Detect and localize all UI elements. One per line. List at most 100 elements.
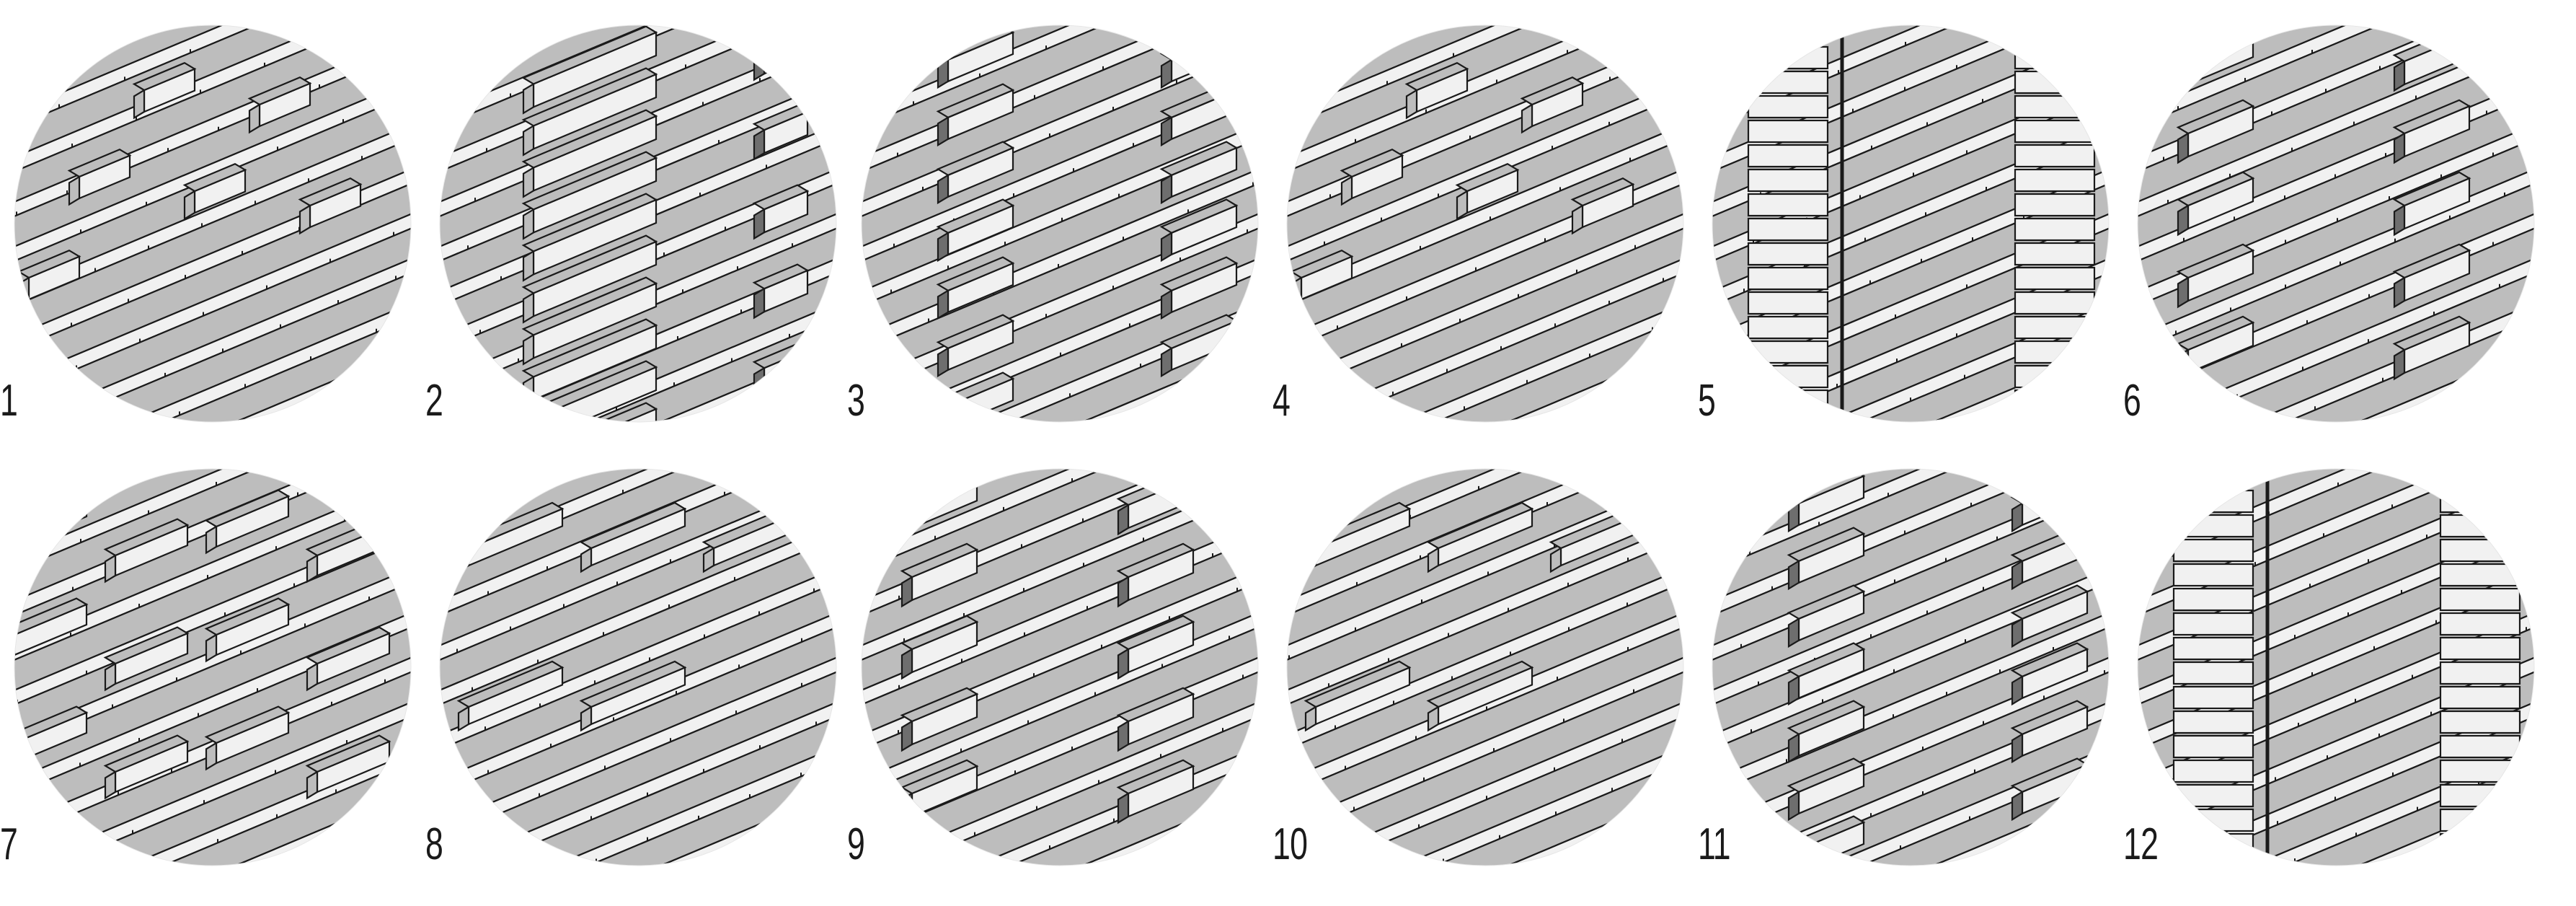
brick-top-face	[2392, 243, 2471, 279]
protruding-brick	[1170, 377, 1238, 422]
brick-pattern-illustration	[2137, 25, 2535, 423]
stacked-brick	[2439, 489, 2521, 514]
pattern-panel-3: 3	[847, 18, 1259, 451]
brick-course-face	[818, 881, 1294, 906]
panel-number: 3	[847, 376, 865, 426]
brick-course-face	[14, 566, 411, 799]
brick-shadow-face	[2011, 790, 2024, 822]
brick-top-face	[936, 83, 1015, 119]
brick-shadow-face	[1117, 503, 1130, 536]
circle-outline	[1286, 468, 1684, 866]
brick-course-top	[0, 0, 447, 11]
brick-shadow-face	[522, 417, 535, 422]
brick-top-face	[900, 615, 979, 651]
brick-shadow-face	[133, 89, 146, 120]
brick-course-face	[440, 745, 836, 866]
stacked-brick	[2172, 857, 2254, 866]
brick-shadow-face	[900, 720, 913, 752]
brick-shadow-face	[2177, 204, 2190, 237]
brick-top-face	[521, 25, 658, 85]
brick-top-face	[2010, 700, 2089, 736]
brick-top-face	[521, 234, 658, 294]
brick-top-face	[2010, 757, 2089, 793]
stacked-brick	[2439, 759, 2521, 783]
brick-top-face	[1159, 141, 1239, 177]
brick-top-face	[936, 198, 1015, 234]
brick-shadow-face	[900, 503, 913, 536]
brick-shadow-face	[298, 204, 311, 235]
brick-shadow-face	[1160, 404, 1173, 422]
pattern-panel-7: 7	[0, 462, 412, 894]
stacked-brick	[2014, 315, 2096, 340]
brick-top-face	[103, 518, 190, 557]
brick-top-face	[2392, 315, 2471, 351]
brick-top-face	[1404, 61, 1469, 92]
brick-pattern-illustration	[861, 468, 1259, 866]
brick-shadow-face	[1521, 103, 1533, 134]
brick-top-face	[579, 660, 687, 708]
brick-course-face	[14, 167, 411, 400]
stacked-brick	[1747, 144, 1829, 168]
panel-number: 9	[847, 819, 865, 869]
brick-top-face	[752, 184, 810, 211]
circle-outline	[1712, 25, 2110, 423]
stacked-brick	[1747, 217, 1829, 242]
brick-shadow-face	[1117, 648, 1130, 680]
brick-shadow-face	[937, 115, 950, 147]
brick-course-top	[1669, 0, 2145, 11]
brick-shadow-face	[2393, 276, 2406, 309]
brick-pattern-illustration	[14, 468, 412, 866]
brick-course-face	[1287, 25, 1683, 132]
panel-number: 11	[1698, 819, 1731, 869]
brick-shadow-face	[104, 770, 117, 800]
brick-top-face	[900, 542, 979, 579]
circle-outline	[439, 25, 837, 423]
brick-course-top	[862, 469, 1258, 680]
brick-shadow-face	[1405, 89, 1418, 120]
pattern-panel-4: 4	[1272, 18, 1684, 451]
brick-course-face	[1712, 700, 2109, 866]
brick-top-face	[1520, 76, 1585, 106]
brick-top-face	[1787, 584, 1866, 620]
brick-shadow-face	[2177, 132, 2190, 164]
brick-course-top	[14, 287, 411, 422]
brick-course-top	[14, 469, 411, 680]
brick-course-top	[440, 469, 836, 680]
protruding-brick	[2021, 475, 2089, 527]
stacked-brick	[2014, 217, 2096, 242]
brick-course-face	[14, 469, 411, 620]
brick-top-face	[752, 25, 810, 52]
stacked-brick	[2172, 514, 2254, 538]
brick-course-top	[14, 108, 411, 325]
brick-shadow-face	[753, 208, 766, 240]
brick-course-face	[397, 881, 872, 906]
brick-course-top	[862, 865, 1258, 866]
stacked-brick	[2014, 193, 2096, 217]
panel-number: 8	[425, 819, 443, 869]
brick-course-face	[440, 469, 836, 576]
brick-top-face	[1426, 660, 1534, 708]
brick-shadow-face	[1787, 790, 1800, 822]
brick-top-face	[2392, 99, 2471, 135]
stacked-brick	[1747, 94, 1829, 119]
brick-course-top	[14, 198, 411, 415]
brick-shadow-face	[205, 525, 218, 555]
stacked-brick	[1747, 193, 1829, 217]
stacked-brick	[1747, 389, 1829, 413]
stacked-brick	[2439, 832, 2521, 857]
panel-number: 7	[0, 819, 18, 869]
stacked-brick	[1747, 413, 1829, 422]
brick-shadow-face	[1160, 346, 1173, 378]
brick-shadow-face	[937, 404, 950, 422]
brick-course-top	[1287, 63, 1683, 281]
stacked-brick	[2172, 808, 2254, 832]
stacked-brick	[1747, 266, 1829, 291]
brick-top-face	[900, 759, 979, 795]
brick-shadow-face	[522, 208, 535, 240]
brick-course-face	[14, 257, 411, 422]
stacked-brick	[2172, 587, 2254, 612]
brick-course-top	[440, 552, 836, 769]
brick-shadow-face	[2011, 732, 2024, 764]
brick-top-face	[2010, 469, 2089, 505]
stacked-brick	[2439, 661, 2521, 685]
